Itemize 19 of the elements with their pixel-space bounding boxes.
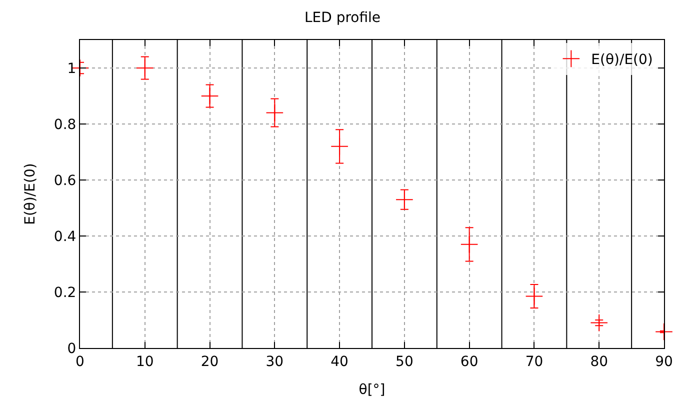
legend-label: E(θ)/E(0): [591, 52, 653, 68]
x-tick-label: 10: [136, 354, 154, 370]
y-tick-label: 0.2: [54, 284, 76, 301]
x-tick-label: 70: [525, 354, 544, 370]
y-tick-label: 0: [67, 340, 76, 357]
x-tick-label: 50: [396, 354, 414, 370]
y-tick-label: 0.6: [54, 172, 76, 189]
x-tick-label: 40: [330, 354, 348, 370]
chart-title: LED profile: [304, 10, 381, 26]
x-tick-label: 90: [655, 354, 673, 370]
y-tick-label: 1: [67, 60, 76, 77]
x-tick-label: 20: [200, 354, 219, 370]
y-tick-label: 0.4: [54, 228, 76, 245]
x-axis-title: θ[°]: [358, 382, 386, 398]
y-axis-title: E(θ)/E(0): [22, 163, 39, 225]
x-tick-label: 60: [460, 354, 478, 370]
y-tick-label: 0.8: [54, 116, 76, 133]
x-tick-label: 30: [266, 354, 284, 370]
x-tick-label: 80: [590, 354, 608, 370]
